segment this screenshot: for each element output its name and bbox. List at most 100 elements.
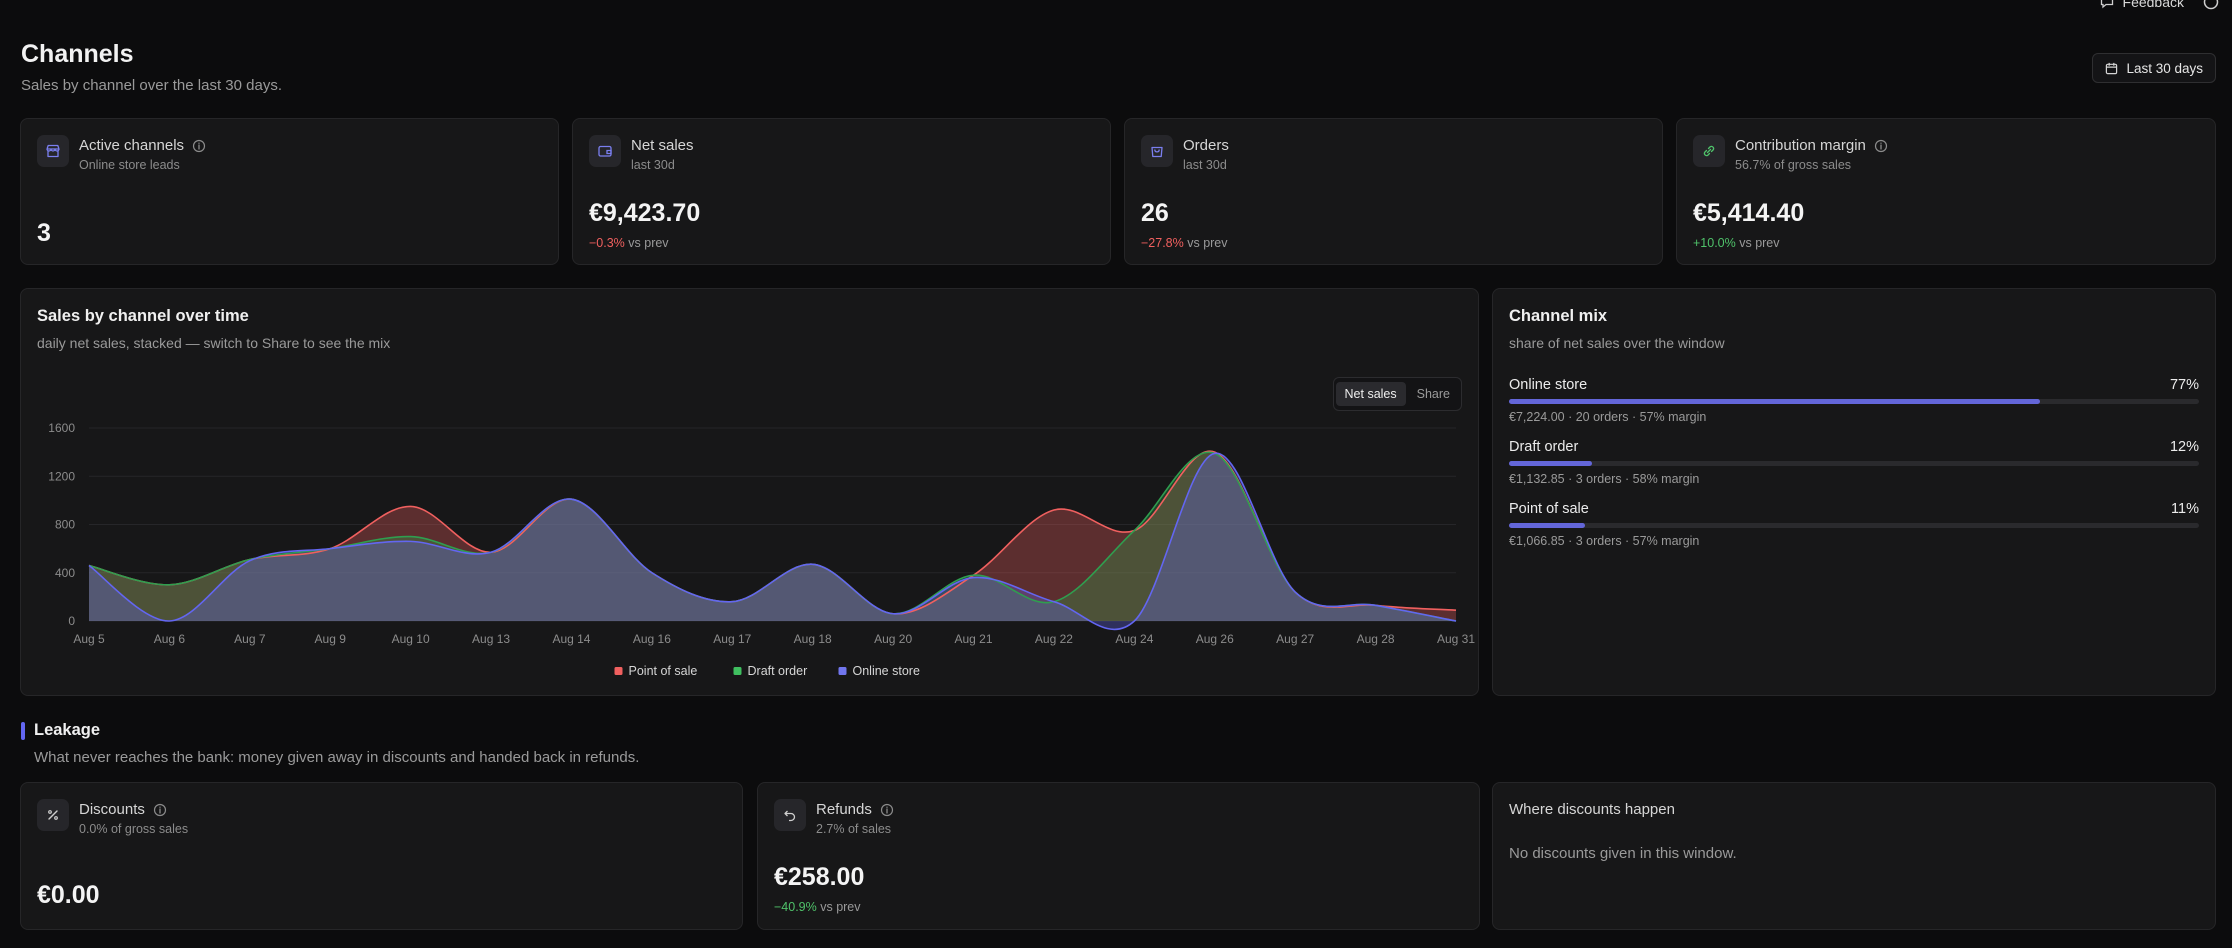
kpi-delta-suffix: vs prev xyxy=(1183,236,1228,250)
channel-name: Point of sale xyxy=(1509,501,1589,517)
chart-subtitle: daily net sales, stacked — switch to Sha… xyxy=(37,335,391,351)
chart-title: Sales by channel over time xyxy=(37,307,249,325)
channel-share-pct: 11% xyxy=(2171,501,2199,517)
feedback-button[interactable]: Feedback xyxy=(2099,0,2184,10)
toggle-share[interactable]: Share xyxy=(1416,387,1450,401)
channel-share-pct: 12% xyxy=(2169,439,2199,455)
sales-area-chart: 0 400 800 1200 1600 Aug 5 Aug 6 Aug 7 Aug 9 Aug 1… xyxy=(48,421,1475,678)
percent-icon xyxy=(48,810,58,820)
info-icon[interactable] xyxy=(1874,139,1888,153)
page-subtitle: Sales by channel over the last 30 days. xyxy=(21,77,282,94)
refunds-card: Refunds 2.7% of sales €258.00 −40.9% vs … xyxy=(757,782,1480,930)
x-tick-label: Aug 9 xyxy=(315,632,347,646)
legend-label: Point of sale xyxy=(629,664,698,678)
x-tick-label: Aug 10 xyxy=(392,632,430,646)
kpi-label: Net sales xyxy=(631,137,694,154)
channel-name: Online store xyxy=(1509,377,1588,393)
feedback-label: Feedback xyxy=(2122,0,2184,10)
x-tick-label: Aug 17 xyxy=(713,632,751,646)
refunds-delta: −40.9% vs prev xyxy=(774,900,861,914)
where-discounts-empty: No discounts given in this window. xyxy=(1509,845,1737,862)
info-icon[interactable] xyxy=(192,139,206,153)
x-tick-label: Aug 21 xyxy=(955,632,993,646)
kpi-delta-value: −27.8% xyxy=(1141,236,1184,250)
date-range-button[interactable]: Last 30 days xyxy=(2092,53,2216,83)
x-tick-label: Aug 20 xyxy=(874,632,912,646)
legend-item[interactable]: Online store xyxy=(838,664,920,678)
kpi-delta: −27.8% vs prev xyxy=(1141,236,1228,250)
y-tick-label: 1200 xyxy=(48,469,75,483)
info-icon[interactable] xyxy=(153,803,167,817)
legend-item[interactable]: Draft order xyxy=(733,664,808,678)
channel-mix-subtitle: share of net sales over the window xyxy=(1509,335,1725,351)
kpi-label: Contribution margin xyxy=(1735,137,1866,154)
kpi-value: 3 xyxy=(37,219,51,247)
kpi-label: Orders xyxy=(1183,137,1229,154)
discounts-label: Discounts xyxy=(79,801,145,818)
channel-share-bar xyxy=(1509,523,1585,528)
wallet-icon xyxy=(598,145,612,157)
x-tick-label: Aug 31 xyxy=(1437,632,1475,646)
kpi-delta-value: −0.3% xyxy=(589,236,625,250)
x-tick-label: Aug 24 xyxy=(1115,632,1153,646)
series-area xyxy=(89,452,1456,621)
discounts-card: Discounts 0.0% of gross sales €0.00 xyxy=(20,782,743,930)
sales-chart-card: Sales by channel over time daily net sal… xyxy=(20,288,1479,696)
metric-toggle: Net sales Share xyxy=(1332,377,1462,411)
where-discounts-title: Where discounts happen xyxy=(1509,801,1675,818)
channel-mix-row: Draft order 12% €1,132.85 · 3 orders · 58%… xyxy=(1509,439,2199,486)
y-tick-label: 0 xyxy=(68,614,75,628)
kpi-value: 26 xyxy=(1141,199,1169,227)
legend-swatch xyxy=(838,667,847,675)
kpi-sub: last 30d xyxy=(1183,158,1227,172)
refunds-delta-value: −40.9% xyxy=(774,900,817,914)
channel-share-track xyxy=(1509,523,2199,528)
series-area xyxy=(89,453,1456,630)
x-tick-label: Aug 16 xyxy=(633,632,671,646)
y-tick-label: 400 xyxy=(55,566,75,580)
kpi-delta-suffix: vs prev xyxy=(1735,236,1780,250)
kpi-delta: −0.3% vs prev xyxy=(589,236,669,250)
info-icon[interactable] xyxy=(880,803,894,817)
date-range-label: Last 30 days xyxy=(2126,60,2203,76)
legend-label: Online store xyxy=(853,664,920,678)
kpi-icon-box xyxy=(1693,135,1725,167)
kpi-icon-box xyxy=(589,135,621,167)
x-tick-label: Aug 7 xyxy=(234,632,266,646)
link-icon xyxy=(1703,145,1715,157)
legend-swatch xyxy=(733,667,742,675)
channel-details: €7,224.00 · 20 orders · 57% margin xyxy=(1509,410,1707,424)
toggle-net-sales[interactable]: Net sales xyxy=(1335,382,1406,406)
channel-mix-card: Channel mix share of net sales over the … xyxy=(1492,288,2216,696)
kpi-sub: Online store leads xyxy=(79,158,180,172)
channel-mix-title: Channel mix xyxy=(1509,307,1608,325)
leakage-subtitle: What never reaches the bank: money given… xyxy=(34,749,640,766)
refunds-sub: 2.7% of sales xyxy=(816,822,892,836)
kpi-delta: +10.0% vs prev xyxy=(1693,236,1780,250)
page-title: Channels xyxy=(21,40,134,68)
channel-details: €1,132.85 · 3 orders · 58% margin xyxy=(1509,472,1700,486)
legend-label: Draft order xyxy=(748,664,808,678)
power-icon[interactable] xyxy=(2202,0,2220,11)
x-tick-label: Aug 26 xyxy=(1196,632,1234,646)
message-icon xyxy=(2100,0,2113,9)
kpi-card-net-sales: Net sales last 30d €9,423.70 −0.3% vs pr… xyxy=(572,118,1111,265)
channel-share-track xyxy=(1509,399,2199,404)
kpi-sub: 56.7% of gross sales xyxy=(1735,158,1852,172)
kpi-icon-box xyxy=(1141,135,1173,167)
x-tick-label: Aug 27 xyxy=(1276,632,1314,646)
channel-share-bar xyxy=(1509,399,2041,404)
kpi-icon-box xyxy=(37,135,69,167)
kpi-sub: last 30d xyxy=(631,158,675,172)
channel-mix-row: Point of sale 11% €1,066.85 · 3 orders · 5… xyxy=(1509,501,2199,548)
leakage-title: Leakage xyxy=(34,721,101,739)
channel-share-pct: 77% xyxy=(2169,377,2199,393)
kpi-delta-suffix: vs prev xyxy=(624,236,669,250)
kpi-label: Active channels xyxy=(79,137,185,154)
legend-item[interactable]: Point of sale xyxy=(614,664,698,678)
kpi-delta-value: +10.0% xyxy=(1693,236,1736,250)
y-tick-label: 1600 xyxy=(48,421,75,435)
kpi-value: €9,423.70 xyxy=(589,199,701,227)
section-accent-bar xyxy=(21,722,25,740)
x-tick-label: Aug 28 xyxy=(1357,632,1395,646)
